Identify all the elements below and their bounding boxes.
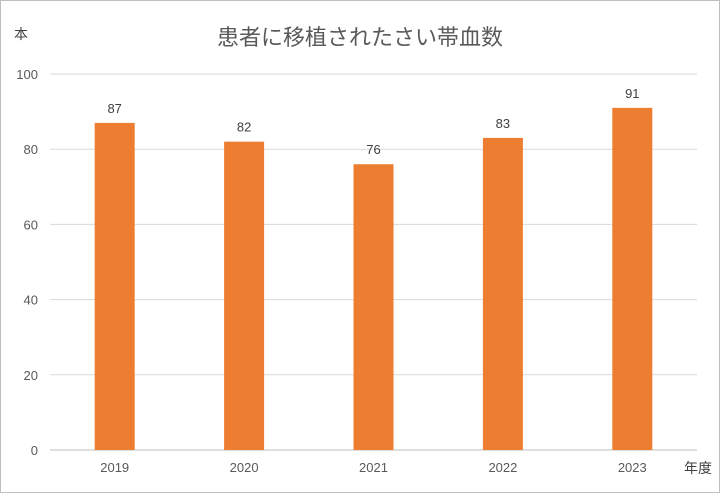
y-tick-labels: 0 20 40 60 80 100 [16, 67, 38, 458]
bar [224, 141, 265, 450]
chart-title: 患者に移植されたさい帯血数 [216, 26, 503, 51]
data-label: 76 [366, 142, 380, 157]
x-tick-label: 2020 [230, 460, 259, 475]
y-axis-unit-label: 本 [14, 27, 28, 43]
data-label: 87 [107, 101, 121, 116]
data-label: 83 [496, 116, 510, 131]
x-axis-unit-label: 年度 [684, 461, 712, 477]
bar [612, 107, 653, 450]
bar [94, 122, 135, 450]
x-tick-label: 2023 [618, 460, 647, 475]
data-label: 82 [237, 120, 251, 135]
x-tick-labels: 2019 2020 2021 2022 2023 [100, 460, 647, 475]
y-tick-label: 40 [24, 293, 38, 308]
y-tick-label: 20 [24, 368, 38, 383]
bars [94, 107, 653, 451]
data-label: 91 [625, 86, 639, 101]
bar [482, 137, 523, 451]
x-tick-label: 2021 [359, 460, 388, 475]
y-tick-label: 100 [16, 67, 38, 82]
bar [353, 164, 394, 451]
y-tick-label: 60 [24, 217, 38, 232]
data-labels: 87 82 76 83 91 [107, 86, 639, 157]
x-tick-label: 2022 [488, 460, 517, 475]
y-tick-label: 80 [24, 142, 38, 157]
x-tick-label: 2019 [100, 460, 129, 475]
y-tick-label: 0 [31, 443, 38, 458]
